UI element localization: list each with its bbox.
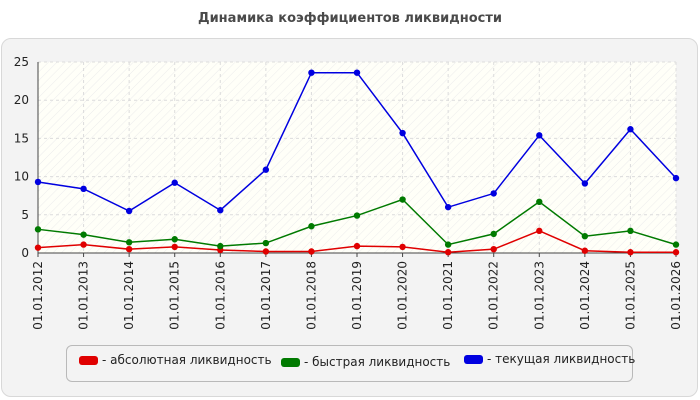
legend-label-absolute: - абсолютная ликвидность (102, 353, 272, 367)
legend-swatch-quick (281, 357, 300, 367)
data-point-current (444, 203, 452, 211)
data-point-quick (171, 236, 178, 243)
data-point-current (627, 126, 634, 133)
data-point-absolute (171, 243, 178, 251)
data-point-absolute (34, 244, 42, 251)
chart-title: Динамика коэффициентов ликвидности (198, 11, 502, 26)
data-point-current (34, 178, 42, 186)
data-point-current (171, 179, 178, 186)
y-tick-label: 20 (14, 93, 29, 107)
x-tick-label: 01.01.2019 (350, 261, 364, 330)
data-point-quick (80, 231, 87, 238)
data-point-absolute (353, 242, 361, 250)
x-tick-label: 01.01.2014 (122, 261, 136, 330)
legend-label-quick: - быстрая ликвидность (304, 355, 451, 369)
data-point-quick (672, 241, 680, 248)
data-point-current (353, 69, 361, 76)
legend-swatch-current (464, 354, 483, 364)
data-point-absolute (262, 248, 270, 255)
data-point-quick (353, 212, 361, 219)
x-tick-label: 01.01.2015 (168, 261, 182, 330)
data-point-absolute (490, 245, 497, 253)
x-tick-label: 01.01.2022 (487, 261, 501, 330)
legend: - абсолютная ликвидность - быстрая ликви… (66, 345, 635, 382)
legend-item-absolute: - абсолютная ликвидность (79, 353, 272, 367)
data-point-absolute (581, 247, 589, 254)
data-point-current (490, 190, 497, 197)
data-point-absolute (536, 227, 543, 235)
x-tick-label: 01.01.2024 (578, 261, 592, 330)
data-point-quick (444, 241, 452, 248)
data-point-current (125, 207, 133, 215)
data-point-quick (34, 226, 42, 233)
x-tick-label: 01.01.2017 (259, 261, 273, 330)
data-point-quick (627, 227, 634, 235)
data-point-current (399, 129, 406, 137)
data-point-current (217, 207, 224, 214)
data-point-quick (125, 239, 133, 246)
x-tick-label: 01.01.2026 (669, 261, 683, 330)
legend-item-quick: - быстрая ликвидность (281, 355, 450, 369)
data-point-absolute (125, 245, 133, 253)
legend-label-current: - текущая ликвидность (487, 352, 636, 366)
y-tick-label: 0 (21, 246, 29, 260)
data-point-current (672, 174, 680, 182)
data-point-absolute (627, 249, 634, 256)
data-point-absolute (308, 248, 315, 255)
x-tick-label: 01.01.2012 (31, 261, 45, 330)
y-tick-label: 10 (14, 170, 29, 184)
x-tick-label: 01.01.2021 (441, 261, 455, 330)
data-point-absolute (80, 241, 87, 248)
data-point-quick (490, 230, 497, 238)
x-tick-label: 01.01.2023 (532, 261, 546, 330)
data-point-quick (262, 239, 270, 247)
legend-item-current: - текущая ликвидность (464, 352, 635, 366)
data-point-quick (581, 232, 589, 240)
data-point-absolute (672, 249, 680, 256)
data-point-quick (536, 198, 543, 206)
data-point-current (308, 69, 315, 76)
x-tick-label: 01.01.2025 (623, 261, 637, 330)
x-tick-label: 01.01.2013 (77, 261, 91, 330)
x-tick-label: 01.01.2016 (213, 261, 227, 330)
data-point-current (80, 185, 87, 193)
data-point-absolute (399, 243, 406, 251)
y-tick-label: 25 (14, 55, 29, 69)
x-tick-label: 01.01.2018 (304, 261, 318, 330)
data-point-quick (308, 223, 315, 230)
data-point-absolute (444, 249, 452, 256)
data-point-current (581, 180, 589, 187)
y-tick-label: 5 (21, 208, 29, 222)
data-point-quick (399, 196, 406, 203)
legend-swatch-absolute (79, 355, 98, 365)
y-tick-label: 15 (14, 131, 29, 145)
data-point-current (536, 132, 543, 139)
x-tick-label: 01.01.2020 (396, 261, 410, 330)
data-point-quick (217, 242, 224, 250)
data-point-current (262, 166, 270, 173)
